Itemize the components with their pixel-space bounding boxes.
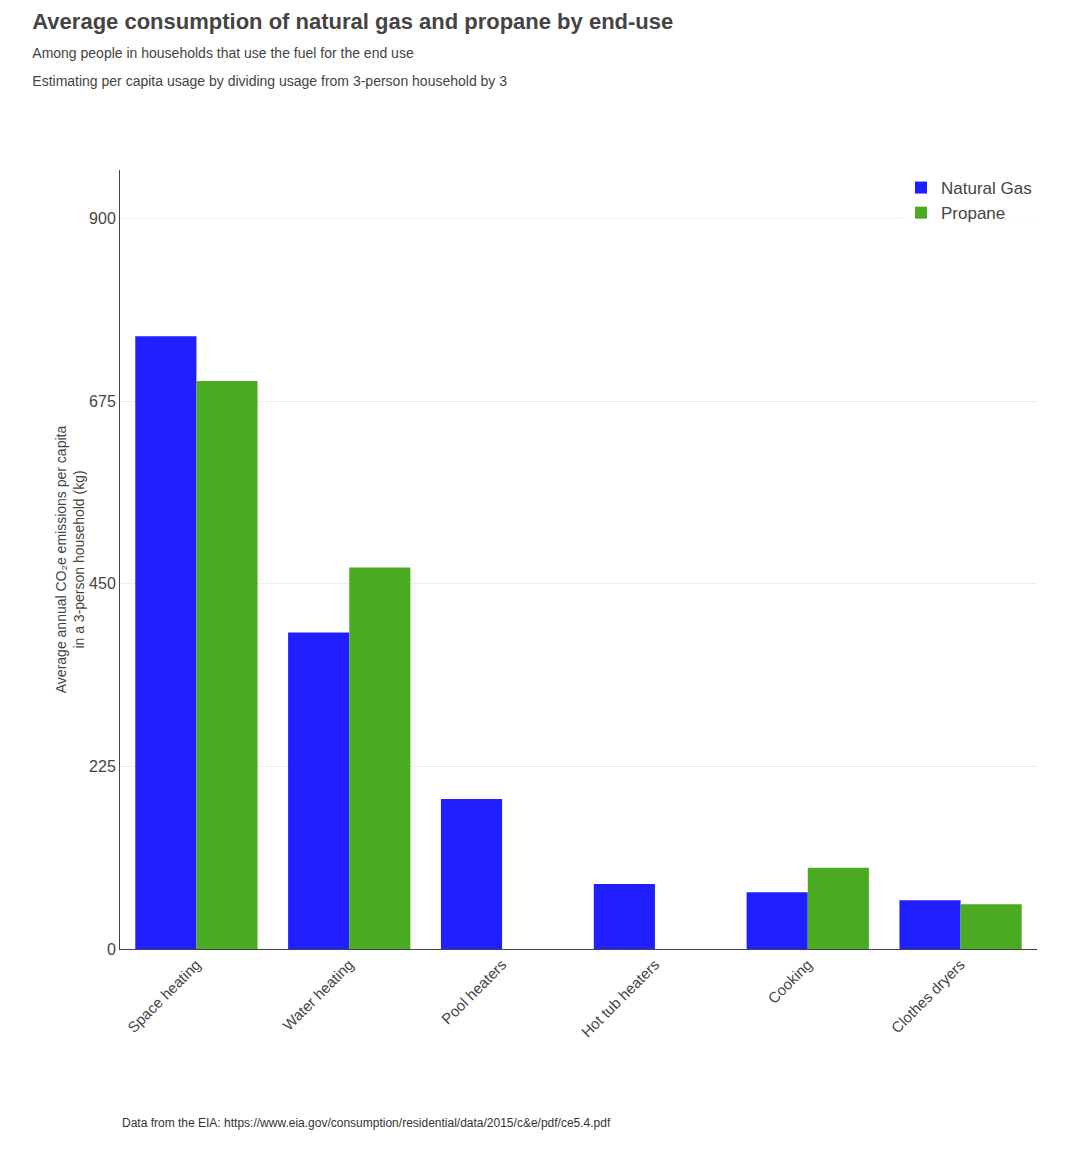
svg-text:Water heating: Water heating xyxy=(279,956,357,1034)
svg-text:Average annual CO₂e emissions: Average annual CO₂e emissions per capita… xyxy=(53,426,87,694)
svg-text:0: 0 xyxy=(107,941,116,958)
svg-text:900: 900 xyxy=(89,210,116,227)
svg-text:Space heating: Space heating xyxy=(124,956,204,1036)
svg-text:Propane: Propane xyxy=(941,204,1005,223)
svg-text:225: 225 xyxy=(89,758,116,775)
svg-text:Hot tub heaters: Hot tub heaters xyxy=(578,956,663,1041)
svg-text:Cooking: Cooking xyxy=(764,956,815,1007)
svg-text:Natural Gas: Natural Gas xyxy=(941,179,1032,198)
svg-text:Pool heaters: Pool heaters xyxy=(438,956,510,1028)
svg-text:Data from the EIA: https://www: Data from the EIA: https://www.eia.gov/c… xyxy=(122,1116,611,1130)
svg-text:Clothes dryers: Clothes dryers xyxy=(888,956,968,1036)
svg-text:450: 450 xyxy=(89,575,116,592)
svg-text:Average consumption of natural: Average consumption of natural gas and p… xyxy=(32,9,673,89)
svg-text:675: 675 xyxy=(89,393,116,410)
